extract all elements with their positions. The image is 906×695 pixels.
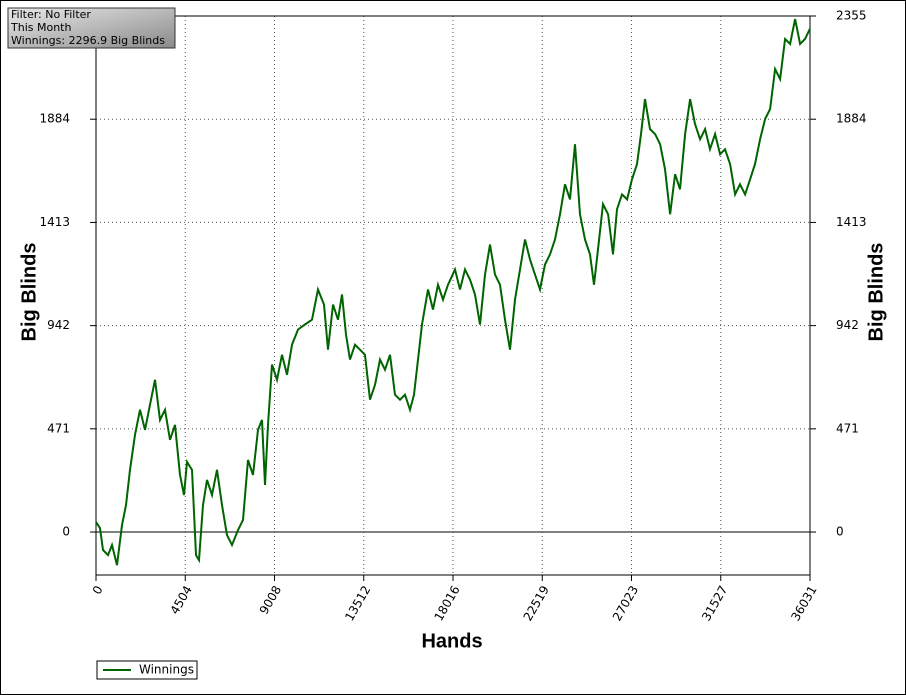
y-tick-label: 1884 bbox=[39, 112, 70, 126]
y2-tick-label: 0 bbox=[836, 525, 844, 539]
y2-tick-label: 1884 bbox=[836, 112, 867, 126]
x-axis-title: Hands bbox=[421, 630, 482, 652]
info-text: This Month bbox=[10, 21, 71, 34]
info-box bbox=[7, 7, 176, 49]
y-tick-label: 942 bbox=[47, 318, 70, 332]
legend-box bbox=[96, 660, 198, 680]
y2-tick-label: 942 bbox=[836, 318, 859, 332]
y2-tick-label: 2355 bbox=[836, 9, 867, 23]
series-line bbox=[95, 18, 811, 566]
y-tick-label: 0 bbox=[62, 525, 70, 539]
y2-tick-label: 471 bbox=[836, 421, 859, 435]
y-tick-label: 1413 bbox=[39, 215, 70, 229]
y2-axis-title: Big Blinds bbox=[865, 243, 887, 342]
info-text: Winnings: 2296.9 Big Blinds bbox=[11, 34, 165, 47]
info-text: Filter: No Filter bbox=[11, 8, 91, 21]
plot-border bbox=[95, 15, 811, 576]
legend-label: Winnings bbox=[139, 663, 194, 677]
y-axis-title: Big Blinds bbox=[18, 243, 40, 342]
y2-tick-label: 1413 bbox=[836, 215, 867, 229]
y-tick-label: 471 bbox=[47, 421, 70, 435]
